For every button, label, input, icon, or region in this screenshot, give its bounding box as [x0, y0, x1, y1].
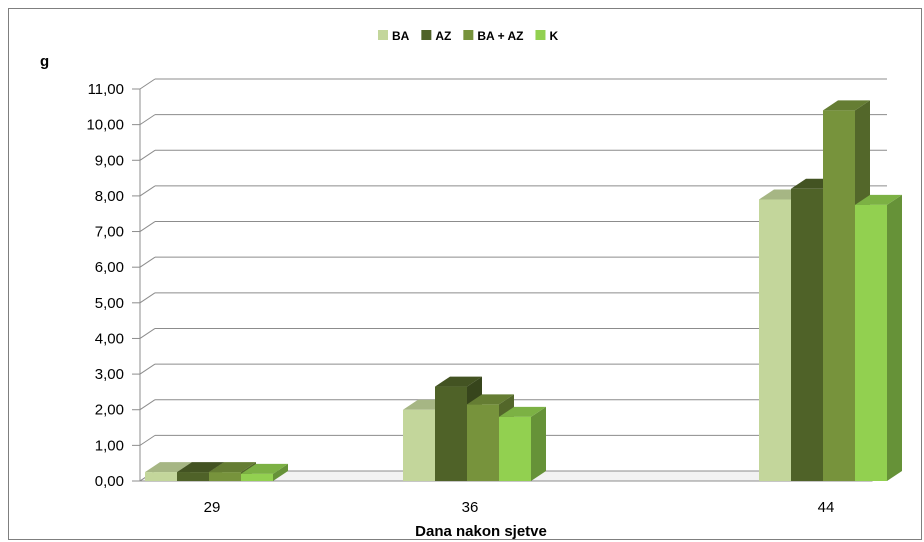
x-tick-label: 36: [462, 499, 479, 516]
gridline-depth: [139, 292, 156, 304]
gridline-depth: [139, 434, 156, 446]
y-tick-label: 1,00: [95, 437, 124, 454]
y-tick-label: 10,00: [86, 117, 124, 134]
x-axis-title: Dana nakon sjetve: [415, 523, 547, 540]
gridline-depth: [139, 256, 156, 268]
bar-k-44: [855, 194, 902, 481]
y-tick-label: 0,00: [95, 473, 124, 490]
bar-k-29: [241, 463, 288, 481]
y-tick-label: 4,00: [95, 330, 124, 347]
y-tick-label: 9,00: [95, 152, 124, 169]
legend-swatch: [535, 30, 546, 40]
x-tick-label: 29: [204, 499, 221, 516]
y-tick-label: 2,00: [95, 402, 124, 419]
legend-item-ba-az: BA + AZ: [463, 29, 523, 43]
legend-label: BA: [392, 29, 410, 43]
legend-label: K: [549, 29, 558, 43]
legend-label: AZ: [435, 29, 451, 43]
legend-swatch: [421, 30, 432, 40]
gridline-depth: [139, 363, 156, 375]
y-tick-label: 7,00: [95, 224, 124, 241]
bar-k-36: [499, 406, 546, 481]
y-axis-ticks: 0,00 1,00 2,00 3,00 4,00 5,00 6,00 7,00 8,00 9,00…: [86, 81, 140, 490]
legend: BA AZ BA + AZ K: [378, 29, 558, 43]
gridline-depth: [139, 399, 156, 411]
legend-swatch: [463, 30, 474, 40]
legend-item-ba: BA: [378, 29, 410, 43]
y-tick-label: 6,00: [95, 259, 124, 276]
bars: [145, 100, 902, 482]
y-tick-label: 11,00: [88, 81, 124, 98]
x-tick-label: 44: [818, 499, 835, 516]
gridline-depth: [139, 149, 156, 161]
gridline-depth: [139, 185, 156, 197]
gridline-depth: [139, 114, 156, 126]
legend-item-az: AZ: [421, 29, 451, 43]
gridline-depth: [139, 221, 156, 232]
y-axis-title: g: [40, 53, 49, 70]
gridline-depth: [139, 78, 156, 90]
gridline-depth: [139, 328, 156, 339]
x-axis-ticks: 29 36 44: [204, 499, 835, 516]
y-tick-label: 8,00: [95, 188, 124, 205]
y-tick-label: 5,00: [95, 295, 124, 312]
legend-item-k: K: [535, 29, 558, 43]
legend-label: BA + AZ: [477, 29, 523, 43]
legend-swatch: [378, 30, 388, 40]
y-tick-label: 3,00: [95, 366, 124, 383]
